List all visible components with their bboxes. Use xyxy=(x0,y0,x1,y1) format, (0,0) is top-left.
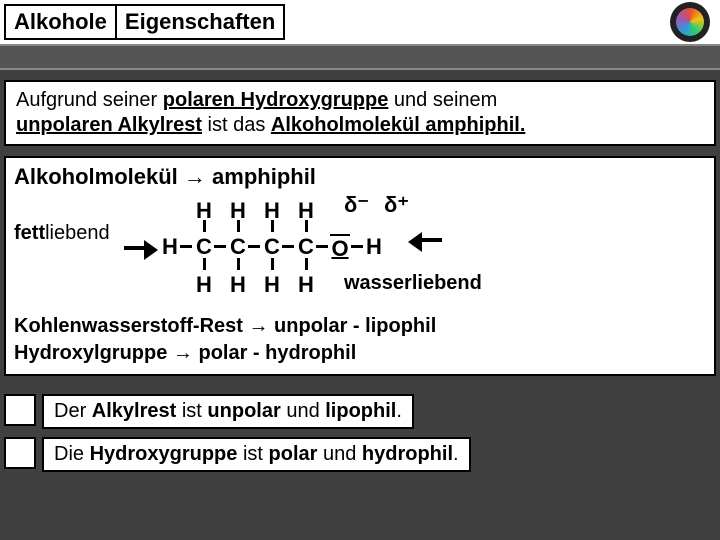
t: und xyxy=(281,400,325,422)
t: lipophil xyxy=(325,400,396,422)
atom-c: C xyxy=(296,234,316,260)
atom-h-bottom: H xyxy=(228,272,248,298)
t: Hydroxygruppe xyxy=(90,443,238,465)
bond-icon xyxy=(271,258,274,270)
bond-icon xyxy=(248,245,260,248)
arrow-right-icon xyxy=(132,240,162,256)
logo-icon xyxy=(670,2,710,42)
intro-text-2: und seinem xyxy=(388,89,497,111)
fett-bold: fett xyxy=(14,222,45,244)
atom-h-bottom: H xyxy=(194,272,214,298)
atom-h-bottom: H xyxy=(296,272,316,298)
t: Die xyxy=(54,443,90,465)
t: ist xyxy=(237,443,268,465)
bond-icon xyxy=(351,245,363,248)
bond-icon xyxy=(305,220,308,232)
atom-c: C xyxy=(194,234,214,260)
header-strip: Alkohole Eigenschaften xyxy=(0,0,720,44)
t: unpolar xyxy=(207,400,280,422)
heading-molecule: Alkoholmolekül xyxy=(14,164,178,189)
intro-text-3: ist das xyxy=(202,114,271,136)
bullets: Der Alkylrest ist unpolar und lipophil. … xyxy=(4,394,716,472)
bond-icon xyxy=(237,258,240,270)
molecule-row: fettliebend δ⁻ δ⁺ H H H H H C C C C xyxy=(14,192,706,312)
fett-rest: liebend xyxy=(45,222,110,244)
bond-icon xyxy=(271,220,274,232)
atom-h-bottom: H xyxy=(262,272,282,298)
logo-inner-icon xyxy=(676,8,704,36)
label-wasserliebend: wasserliebend xyxy=(344,272,482,295)
bond-icon xyxy=(214,245,226,248)
bond-icon xyxy=(305,258,308,270)
bullet-text-1: Der Alkylrest ist unpolar und lipophil. xyxy=(42,394,414,429)
label-fettliebend: fettliebend xyxy=(14,222,110,245)
bond-icon xyxy=(316,245,328,248)
footer-line-1: Kohlenwasserstoff-Rest → unpolar - lipop… xyxy=(14,314,706,339)
atom-h-left: H xyxy=(160,234,180,260)
title-alkohole: Alkohole xyxy=(6,6,115,38)
bullet-text-2: Die Hydroxygruppe ist polar und hydrophi… xyxy=(42,437,471,472)
t: und xyxy=(317,443,361,465)
atom-c: C xyxy=(228,234,248,260)
t: Der xyxy=(54,400,92,422)
atom-h-right: H xyxy=(364,234,384,260)
bond-icon xyxy=(203,220,206,232)
spacer xyxy=(0,146,720,156)
atom-o: O xyxy=(330,234,350,262)
intro-text-1: Aufgrund seiner xyxy=(16,89,163,111)
bullet-square-icon xyxy=(4,437,36,469)
t: ist xyxy=(176,400,207,422)
bond-icon xyxy=(180,245,192,248)
t: Alkylrest xyxy=(92,400,177,422)
heading-amphiphil: amphiphil xyxy=(212,164,316,189)
footer-line-2: Hydroxylgruppe → polar - hydrophil xyxy=(14,341,706,366)
bond-icon xyxy=(282,245,294,248)
bullet-row: Die Hydroxygruppe ist polar und hydrophi… xyxy=(4,437,716,472)
title-box: Alkohole Eigenschaften xyxy=(4,4,285,40)
molecule-heading: Alkoholmolekül → amphiphil xyxy=(14,164,706,190)
t: . xyxy=(453,443,459,465)
molecule-panel: Alkoholmolekül → amphiphil fettliebend δ… xyxy=(4,156,716,376)
intro-bold-3: Alkoholmolekül amphiphil. xyxy=(271,114,525,136)
bullet-row: Der Alkylrest ist unpolar und lipophil. xyxy=(4,394,716,429)
t: hydrophil xyxy=(362,443,453,465)
divider-band xyxy=(0,44,720,70)
title-eigenschaften: Eigenschaften xyxy=(115,6,283,38)
intro-bold-2: unpolaren Alkylrest xyxy=(16,114,202,136)
atom-c: C xyxy=(262,234,282,260)
intro-bold-1: polaren Hydroxygruppe xyxy=(163,89,389,111)
t: . xyxy=(396,400,402,422)
bullet-square-icon xyxy=(4,394,36,426)
t: polar xyxy=(269,443,318,465)
bond-icon xyxy=(237,220,240,232)
heading-arrow: → xyxy=(178,164,212,189)
bond-icon xyxy=(203,258,206,270)
intro-panel: Aufgrund seiner polaren Hydroxygruppe un… xyxy=(4,80,716,146)
spacer xyxy=(0,70,720,80)
